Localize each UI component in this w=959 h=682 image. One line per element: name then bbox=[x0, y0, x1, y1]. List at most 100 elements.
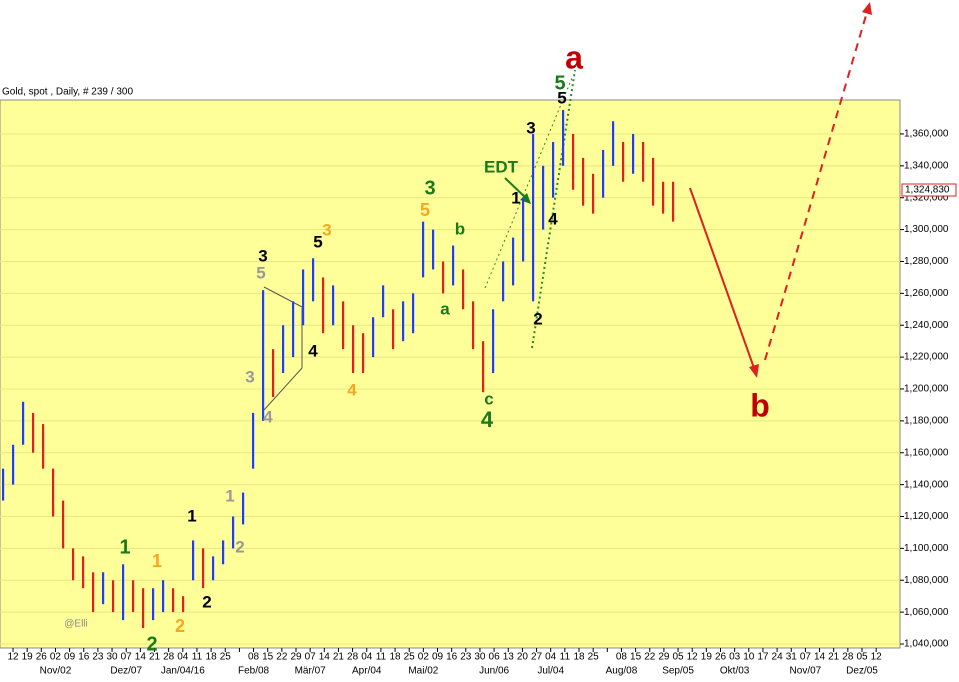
price-bar bbox=[642, 141, 645, 182]
price-bar bbox=[622, 141, 625, 182]
x-tick-label: 28 bbox=[163, 652, 175, 663]
x-tick-label: 07 bbox=[800, 652, 812, 663]
month-label: Nov/07 bbox=[790, 666, 822, 677]
trend-line bbox=[531, 69, 576, 349]
wave-label: 2 bbox=[175, 616, 185, 636]
price-bar bbox=[52, 468, 55, 517]
price-bar bbox=[372, 317, 375, 358]
month-label: Sep/05 bbox=[662, 666, 694, 677]
wave-label: 4 bbox=[347, 380, 357, 399]
y-tick-label: 1,300,000 bbox=[904, 224, 949, 235]
x-tick-label: 05 bbox=[672, 652, 684, 663]
x-tick-label: 27 bbox=[531, 652, 543, 663]
x-tick-label: 28 bbox=[842, 652, 854, 663]
price-bar bbox=[432, 229, 435, 270]
price-bar bbox=[192, 540, 195, 581]
month-label: Mai/02 bbox=[408, 666, 438, 677]
wave-label: 5 bbox=[313, 232, 322, 251]
price-bar bbox=[272, 349, 275, 397]
signature: @Elli bbox=[64, 619, 88, 630]
x-tick-label: 11 bbox=[560, 652, 571, 663]
price-bar bbox=[172, 588, 175, 613]
x-tick-label: 15 bbox=[262, 652, 274, 663]
x-tick-label: 29 bbox=[658, 652, 670, 663]
edt-arrow-head bbox=[520, 193, 531, 204]
price-bar bbox=[282, 325, 285, 374]
price-bar bbox=[412, 293, 415, 334]
x-tick-label: 16 bbox=[78, 652, 90, 663]
wave-label: 4 bbox=[548, 209, 558, 228]
price-bar bbox=[592, 173, 595, 214]
price-bar bbox=[12, 444, 15, 485]
projection-arrow-head bbox=[862, 2, 872, 15]
x-tick-label: 18 bbox=[206, 652, 218, 663]
y-tick-label: 1,140,000 bbox=[904, 479, 949, 490]
x-tick-label: 08 bbox=[248, 652, 260, 663]
wave-label: 3 bbox=[322, 220, 331, 239]
x-tick-label: 14 bbox=[814, 652, 826, 663]
x-tick-label: 22 bbox=[644, 652, 656, 663]
price-bar bbox=[242, 492, 245, 525]
x-tick-label: 31 bbox=[786, 652, 798, 663]
price-bar bbox=[472, 301, 475, 350]
wave-label: 3 bbox=[245, 367, 254, 386]
price-bar bbox=[162, 580, 165, 613]
wave-label: 3 bbox=[424, 177, 435, 199]
wave-label: a bbox=[440, 299, 450, 318]
price-bar bbox=[572, 133, 575, 190]
wave-label: 2 bbox=[202, 592, 211, 611]
wave-label: 4 bbox=[263, 407, 273, 426]
price-bar bbox=[252, 412, 255, 469]
price-bar bbox=[402, 301, 405, 342]
price-bar bbox=[2, 468, 5, 501]
x-tick-label: 23 bbox=[92, 652, 104, 663]
price-bar bbox=[612, 121, 615, 166]
x-tick-label: 21 bbox=[149, 652, 161, 663]
wave-label: b bbox=[750, 387, 770, 423]
wave-label: 3 bbox=[526, 118, 535, 137]
x-tick-label: 04 bbox=[361, 652, 373, 663]
price-bar bbox=[492, 309, 495, 374]
price-bar bbox=[82, 556, 85, 589]
price-bar bbox=[532, 133, 535, 302]
x-tick-label: 18 bbox=[573, 652, 585, 663]
x-tick-label: 04 bbox=[177, 652, 189, 663]
month-label: Nov/02 bbox=[40, 666, 72, 677]
y-tick-label: 1,280,000 bbox=[904, 256, 949, 267]
price-bar bbox=[392, 309, 395, 350]
month-label: Aug/08 bbox=[606, 666, 638, 677]
triangle-line bbox=[263, 367, 303, 411]
x-tick-label: 30 bbox=[106, 652, 118, 663]
wave-label: 5 bbox=[420, 200, 430, 220]
y-tick-label: 1,220,000 bbox=[904, 352, 949, 363]
x-tick-label: 11 bbox=[376, 652, 387, 663]
wave-label: 4 bbox=[308, 341, 318, 360]
price-bar bbox=[132, 580, 135, 613]
price-bar bbox=[222, 540, 225, 565]
price-bar bbox=[232, 516, 235, 549]
x-tick-label: 21 bbox=[333, 652, 345, 663]
x-tick-label: 07 bbox=[121, 652, 133, 663]
price-bar bbox=[562, 110, 565, 166]
wave-label: 1 bbox=[119, 536, 130, 558]
x-tick-label: 18 bbox=[389, 652, 401, 663]
x-tick-label: 12 bbox=[687, 652, 699, 663]
price-bar bbox=[512, 237, 515, 286]
y-tick-label: 1,040,000 bbox=[904, 639, 949, 650]
month-label: Mär/07 bbox=[295, 666, 327, 677]
x-tick-label: 25 bbox=[404, 652, 416, 663]
x-tick-label: 17 bbox=[757, 652, 769, 663]
x-tick-label: 04 bbox=[545, 652, 557, 663]
x-tick-label: 19 bbox=[22, 652, 34, 663]
price-bar bbox=[462, 269, 465, 310]
x-tick-label: 23 bbox=[460, 652, 472, 663]
price-bar bbox=[92, 572, 95, 613]
price-bar bbox=[322, 277, 325, 334]
month-label: Jun/06 bbox=[479, 666, 509, 677]
month-label: Okt/03 bbox=[720, 666, 750, 677]
x-tick-label: 09 bbox=[432, 652, 444, 663]
month-label: Dez/07 bbox=[110, 666, 142, 677]
price-bar bbox=[112, 580, 115, 613]
wave-label: 5 bbox=[554, 72, 565, 94]
price-bar bbox=[122, 564, 125, 621]
